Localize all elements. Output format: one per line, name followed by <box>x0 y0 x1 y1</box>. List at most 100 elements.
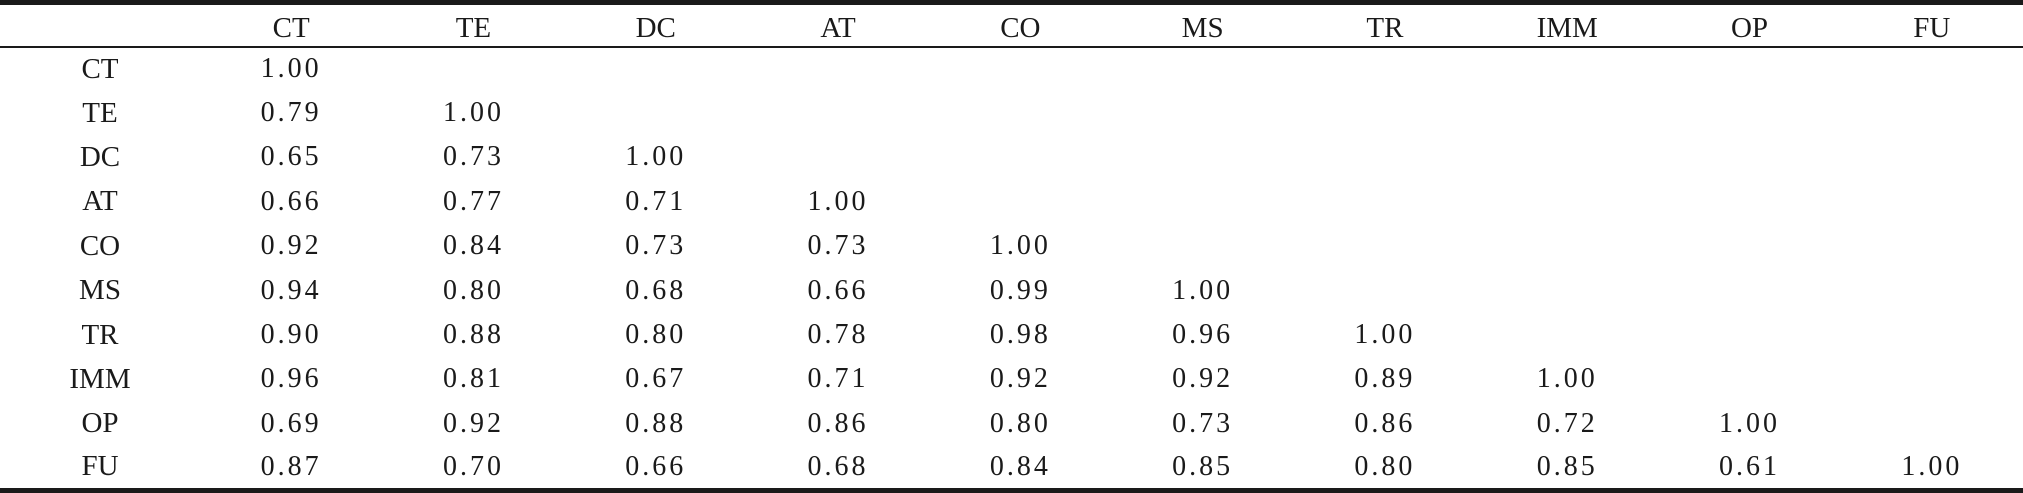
table-cell: 0.72 <box>1536 407 1598 439</box>
table-body: CT 1.00 TE 0.79 1.00 DC 0.65 0.73 1.00 AT 0.66 0.77… <box>0 47 2023 493</box>
table-cell: 0.68 <box>625 274 687 306</box>
row-header: TE <box>82 96 118 129</box>
table-cell <box>929 47 1111 91</box>
table-cell: 0.86 <box>1354 407 1416 439</box>
row-header: IMM <box>69 362 131 395</box>
table-cell: 0.73 <box>1172 407 1234 439</box>
row-header: AT <box>82 185 118 218</box>
table-cell: 0.68 <box>746 446 930 493</box>
table-cell <box>747 91 929 135</box>
table-cell <box>565 91 747 135</box>
table-cell: 0.92 <box>1172 363 1234 395</box>
table-cell: 0.99 <box>989 274 1051 306</box>
table-cell: 0.80 <box>1293 446 1477 493</box>
column-header: MS <box>1111 0 1294 48</box>
table-cell <box>1476 135 1658 179</box>
table-cell: 1.00 <box>1719 407 1781 439</box>
table-cell <box>1841 268 2023 312</box>
table-cell <box>1841 357 2023 401</box>
table-cell <box>1294 91 1476 135</box>
table-cell: 0.69 <box>260 407 322 439</box>
table-cell <box>1111 47 1293 91</box>
table-cell: 0.71 <box>625 185 687 217</box>
table-cell: 0.85 <box>1476 446 1659 493</box>
table-row: FU 0.87 0.70 0.66 0.68 0.84 0.85 0.80 0.85 0.61 1.… <box>0 446 2023 493</box>
table-cell: 0.86 <box>807 407 869 439</box>
table-cell <box>565 47 747 91</box>
table-cell: 0.96 <box>260 363 322 395</box>
table-cell: 0.73 <box>807 230 869 262</box>
table-cell: 0.85 <box>1111 446 1294 493</box>
table-cell: 1.00 <box>442 97 504 129</box>
table-row: IMM 0.96 0.81 0.67 0.71 0.92 0.92 0.89 1.00 <box>0 357 2023 401</box>
table-cell <box>929 135 1111 179</box>
table-cell: 0.80 <box>625 319 687 351</box>
table-cell: 0.70 <box>382 446 565 493</box>
table-cell: 0.71 <box>807 363 869 395</box>
table-cell: 0.84 <box>442 230 504 262</box>
table-cell <box>1658 47 1840 91</box>
column-header: TE <box>382 0 565 48</box>
table-cell <box>1658 268 1840 312</box>
row-header: DC <box>79 140 121 173</box>
table-cell <box>1111 180 1293 224</box>
table-cell <box>1658 135 1840 179</box>
table-cell: 0.90 <box>260 319 322 351</box>
table-cell: 0.98 <box>989 319 1051 351</box>
table-row: TE 0.79 1.00 <box>0 91 2023 135</box>
table-cell <box>1294 47 1476 91</box>
column-header: CO <box>929 0 1112 48</box>
table-cell: 0.96 <box>1172 319 1234 351</box>
table-cell: 1.00 <box>989 230 1051 262</box>
row-header: CT <box>81 52 119 85</box>
table-cell <box>1658 313 1840 357</box>
table-cell <box>1294 135 1476 179</box>
table-row: MS 0.94 0.80 0.68 0.66 0.99 1.00 <box>0 268 2023 312</box>
table-cell: 0.80 <box>989 407 1051 439</box>
table-cell <box>1476 91 1658 135</box>
table-cell: 0.66 <box>807 274 869 306</box>
table-cell: 0.92 <box>260 230 322 262</box>
table-cell: 0.80 <box>442 274 504 306</box>
table-cell: 1.00 <box>1536 363 1598 395</box>
row-header: CO <box>79 229 121 262</box>
table-cell: 0.77 <box>442 185 504 217</box>
table-cell <box>1476 313 1658 357</box>
header-row: CT TE DC AT CO MS TR IMM OP FU <box>0 0 2023 48</box>
table-cell: 1.00 <box>1840 446 2023 493</box>
table-cell: 0.66 <box>564 446 747 493</box>
table-cell <box>1111 91 1293 135</box>
table-cell <box>1841 47 2023 91</box>
column-header: OP <box>1658 0 1841 48</box>
table-cell: 0.88 <box>625 407 687 439</box>
table-cell: 0.81 <box>442 363 504 395</box>
table-row: TR 0.90 0.88 0.80 0.78 0.98 0.96 1.00 <box>0 313 2023 357</box>
table-cell <box>747 135 929 179</box>
corner-cell <box>0 0 200 48</box>
table-cell <box>1658 224 1840 268</box>
table-cell: 0.92 <box>989 363 1051 395</box>
table-row: DC 0.65 0.73 1.00 <box>0 135 2023 179</box>
table-cell: 1.00 <box>1354 319 1416 351</box>
table-cell: 0.89 <box>1354 363 1416 395</box>
table-cell <box>929 180 1111 224</box>
table-cell <box>1841 180 2023 224</box>
table-cell: 1.00 <box>807 185 869 217</box>
table-cell: 1.00 <box>625 141 687 173</box>
table-cell: 0.88 <box>442 319 504 351</box>
table-cell <box>1658 180 1840 224</box>
table-cell: 0.94 <box>260 274 322 306</box>
table-cell <box>1294 224 1476 268</box>
table-cell <box>1841 135 2023 179</box>
table-cell <box>1841 402 2023 446</box>
table-cell: 0.65 <box>260 141 322 173</box>
table-cell: 0.67 <box>625 363 687 395</box>
table-cell: 0.66 <box>260 185 322 217</box>
table-cell: 1.00 <box>260 53 322 85</box>
table-cell <box>1476 180 1658 224</box>
column-header: DC <box>564 0 747 48</box>
table-cell: 1.00 <box>1172 274 1234 306</box>
column-header: TR <box>1293 0 1477 48</box>
